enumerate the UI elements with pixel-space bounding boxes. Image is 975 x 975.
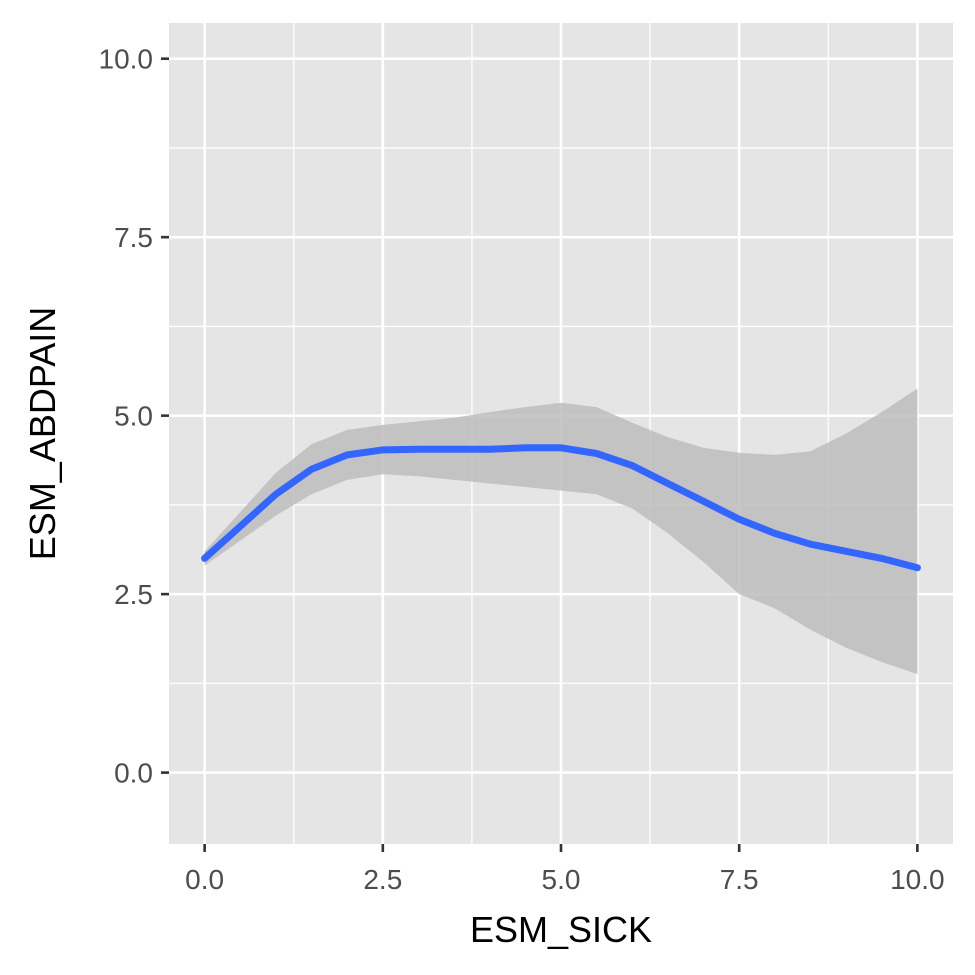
y-tick-label: 5.0 — [114, 401, 153, 432]
y-tick-label: 0.0 — [114, 758, 153, 789]
y-axis-title: ESM_ABDPAIN — [22, 307, 63, 560]
x-tick-label: 5.0 — [542, 864, 581, 895]
y-tick-label: 7.5 — [114, 222, 153, 253]
x-tick-label: 10.0 — [890, 864, 945, 895]
smooth-line — [201, 444, 921, 572]
y-axis: 0.0 2.5 5.0 7.5 10.0 — [99, 44, 169, 789]
x-tick-label: 2.5 — [363, 864, 402, 895]
y-tick-label: 10.0 — [99, 44, 154, 75]
x-tick-label: 0.0 — [185, 864, 224, 895]
x-axis-title: ESM_SICK — [470, 909, 652, 950]
x-tick-label: 7.5 — [720, 864, 759, 895]
y-tick-label: 2.5 — [114, 579, 153, 610]
x-axis: 0.0 2.5 5.0 7.5 10.0 — [185, 844, 945, 895]
confidence-ribbon — [204, 388, 918, 675]
